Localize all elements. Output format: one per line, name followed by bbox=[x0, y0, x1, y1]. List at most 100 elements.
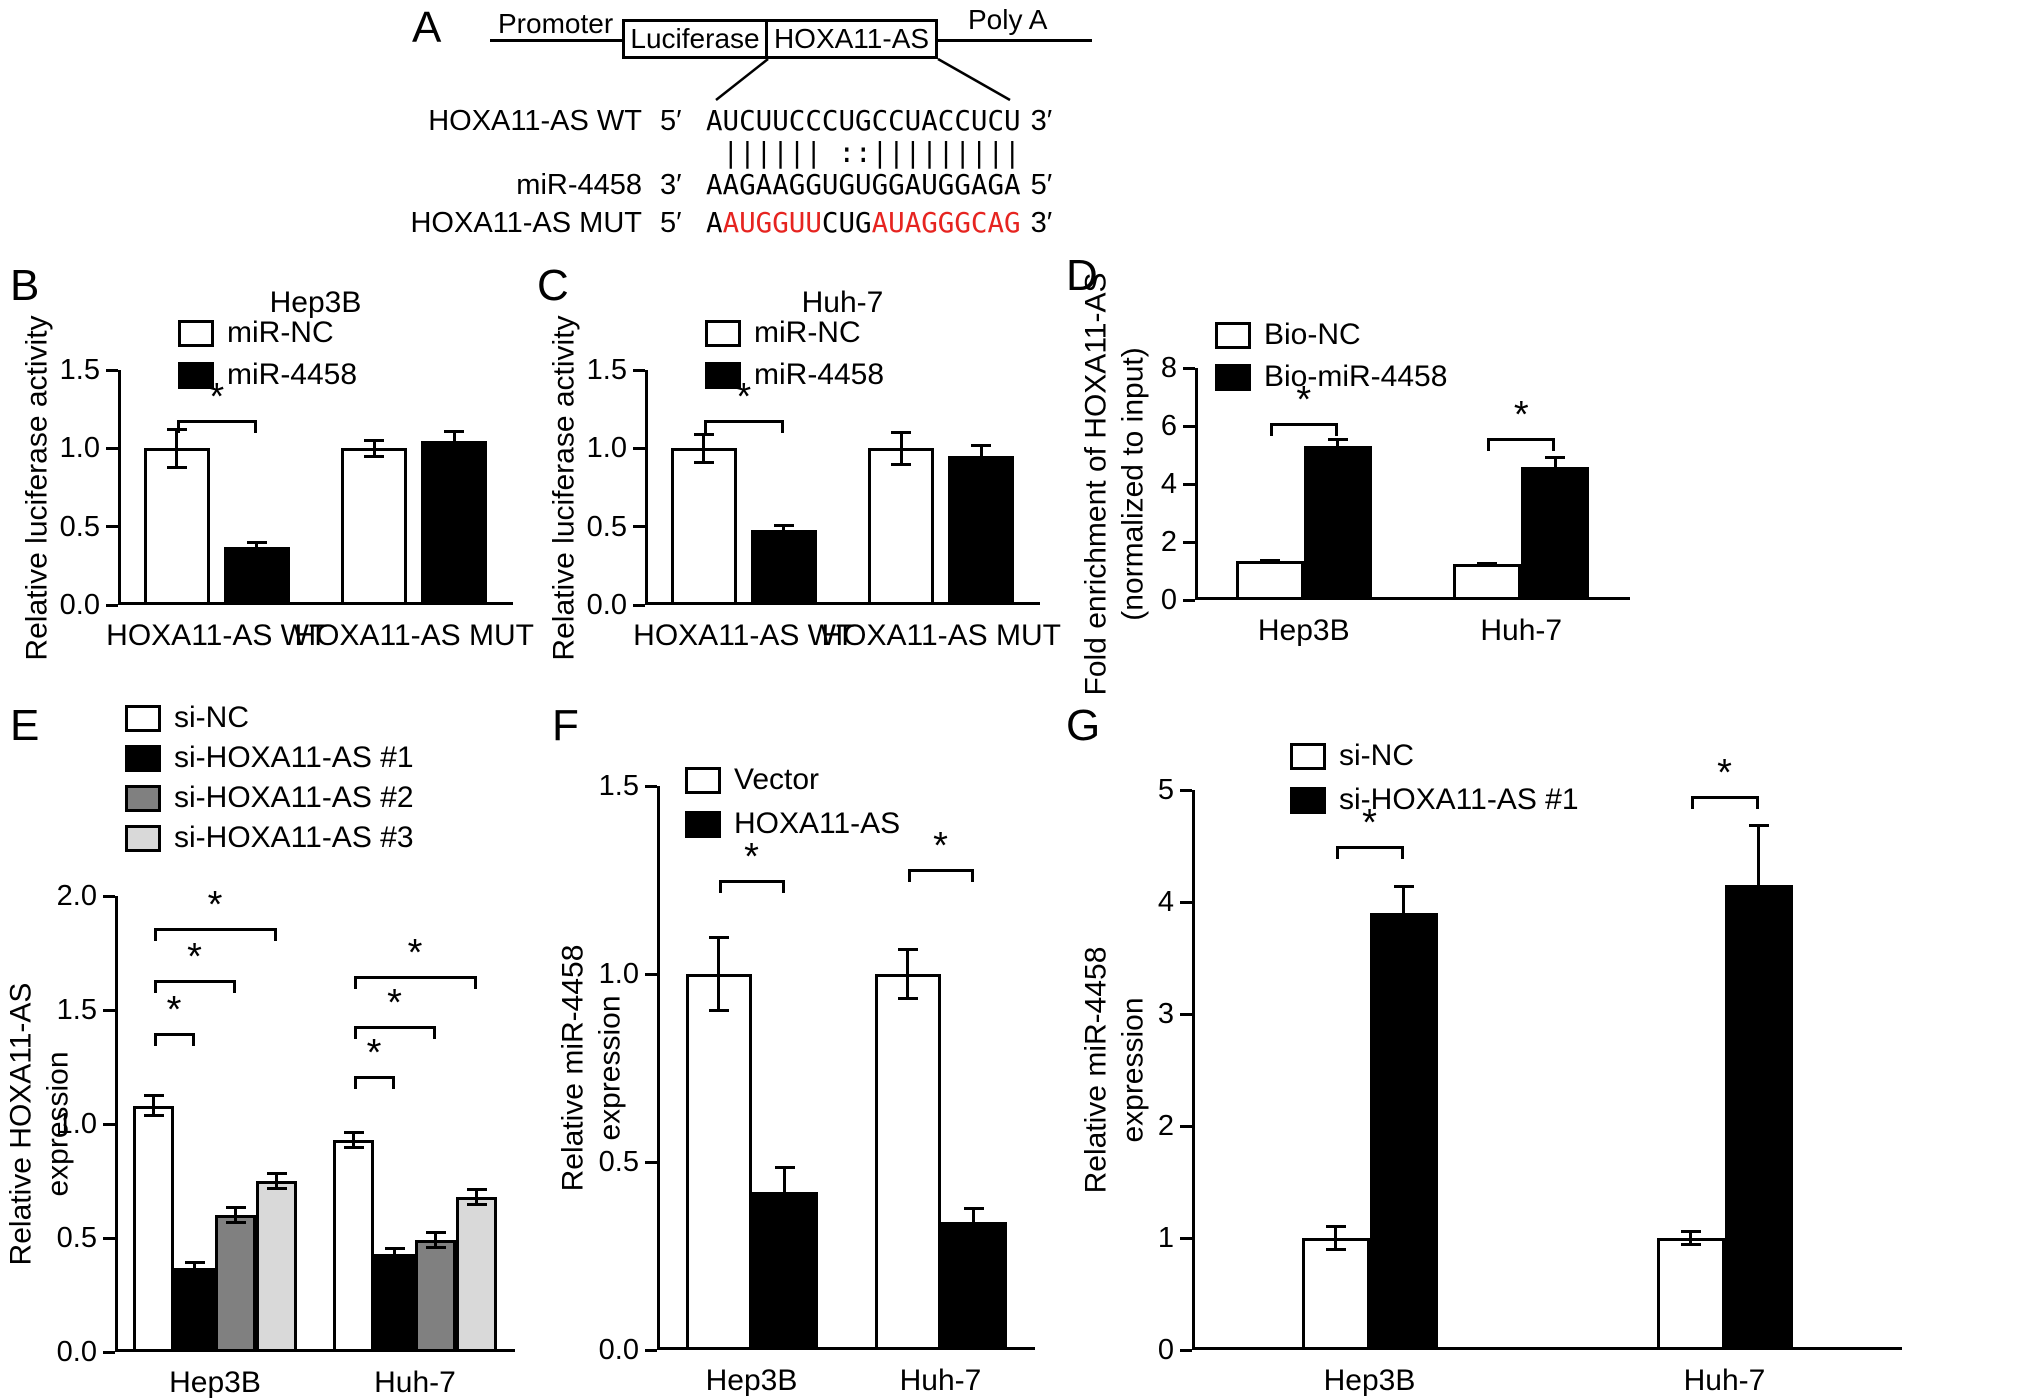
sig-bracket-line bbox=[153, 980, 236, 984]
alignment-row-mut: HOXA11-AS MUT 5′ AAUGGUUCUGAUAGGGCAG 3′ bbox=[380, 206, 1052, 240]
error-bar-cap bbox=[184, 1260, 205, 1264]
panel-g-mir-expression-chart: G si-NC si-HOXA11-AS #1 Relative miR-4458 … bbox=[1058, 692, 2018, 1400]
error-bar-cap bbox=[384, 1257, 405, 1261]
y-axis-line bbox=[118, 370, 121, 605]
panel-label-c: C bbox=[537, 261, 569, 310]
error-bar-cap bbox=[166, 465, 187, 469]
error-bar-cap bbox=[1748, 943, 1769, 947]
sig-bracket-tick bbox=[191, 1032, 195, 1046]
y-tick-label: 5 bbox=[1157, 774, 1174, 806]
mut-seg-normal: CUG bbox=[821, 207, 872, 239]
y-tick bbox=[633, 603, 645, 607]
x-category-label: HOXA11-AS MUT bbox=[294, 619, 535, 652]
legend-label: miR-4458 bbox=[227, 358, 358, 391]
sig-bracket-tick bbox=[232, 980, 236, 994]
mir-row-label: miR-4458 bbox=[516, 169, 642, 201]
legend-label: Bio-NC bbox=[1264, 318, 1361, 351]
y-tick bbox=[645, 972, 657, 976]
x-category-label: Hep3B bbox=[705, 1364, 798, 1397]
legend-item: si-HOXA11-AS #1 bbox=[125, 738, 414, 778]
x-category-label: HOXA11-AS WT bbox=[106, 619, 328, 652]
sig-bracket-tick bbox=[153, 927, 157, 941]
legend-swatch bbox=[1290, 786, 1326, 814]
sig-star: * bbox=[1513, 393, 1529, 436]
error-bar-cap bbox=[444, 448, 465, 452]
error-bar-line bbox=[906, 947, 909, 1001]
promoter-label: Promoter bbox=[498, 8, 614, 39]
bar bbox=[374, 1253, 415, 1352]
sig-star: * bbox=[933, 824, 948, 867]
legend-item: si-NC bbox=[1290, 734, 1579, 778]
sig-bracket-line bbox=[907, 868, 974, 872]
legend-swatch bbox=[178, 361, 214, 389]
legend-item: si-HOXA11-AS #1 bbox=[1290, 778, 1579, 822]
error-bar-line bbox=[275, 1171, 278, 1191]
sig-star: * bbox=[207, 883, 223, 926]
x-category-label: Hep3B bbox=[1257, 614, 1350, 647]
error-bar-line bbox=[393, 1247, 396, 1261]
panel-d-pulldown-chart: D Bio-NC Bio-miR-4458 Fold enrichment of H… bbox=[1058, 252, 1658, 695]
error-bar-line bbox=[782, 523, 786, 537]
bar bbox=[868, 448, 935, 605]
legend-swatch bbox=[125, 824, 161, 852]
y-axis-label: Relative miR-4458 expression bbox=[1079, 946, 1149, 1194]
sig-bracket-tick bbox=[253, 420, 257, 434]
y-tick-label: 0.5 bbox=[56, 1222, 97, 1254]
error-bar-cap bbox=[343, 1146, 364, 1150]
legend: Bio-NC Bio-miR-4458 bbox=[1215, 314, 1447, 398]
error-bar-line bbox=[152, 1094, 155, 1118]
y-tick bbox=[1180, 900, 1192, 904]
error-bar-line bbox=[234, 1206, 237, 1225]
y-tick-label: 1.5 bbox=[56, 994, 97, 1026]
y-tick-label: 1.5 bbox=[586, 354, 627, 386]
sig-bracket-line bbox=[176, 420, 257, 424]
legend-swatch bbox=[685, 810, 721, 838]
x-category-label: Huh-7 bbox=[1480, 614, 1563, 647]
error-bar-cap bbox=[891, 462, 912, 466]
legend-swatch bbox=[685, 766, 721, 794]
y-tick bbox=[106, 446, 118, 450]
y-axis-line bbox=[645, 370, 648, 605]
sig-star: * bbox=[187, 936, 202, 979]
error-bar-line bbox=[1336, 437, 1340, 455]
error-bar-cap bbox=[184, 1271, 205, 1275]
sig-bracket-tick bbox=[353, 1025, 357, 1039]
error-bar-line bbox=[783, 1165, 786, 1219]
error-bar-line bbox=[475, 1187, 478, 1207]
bar bbox=[948, 456, 1015, 605]
sig-bracket-tick bbox=[473, 975, 477, 989]
bar bbox=[1453, 563, 1522, 600]
wt-row-label: HOXA11-AS WT bbox=[428, 105, 642, 137]
sig-bracket-tick bbox=[1269, 423, 1273, 437]
bar bbox=[415, 1240, 456, 1352]
legend-item: si-NC bbox=[125, 698, 414, 738]
y-tick bbox=[1180, 1236, 1192, 1240]
error-bar-line bbox=[1553, 456, 1557, 477]
error-bar-cap bbox=[444, 429, 465, 433]
y-tick-label: 0.0 bbox=[598, 1334, 639, 1366]
bar bbox=[1369, 913, 1438, 1350]
error-bar-line bbox=[899, 431, 903, 466]
y-tick-label: 1.0 bbox=[586, 432, 627, 465]
error-bar-cap bbox=[971, 443, 992, 447]
sig-star: * bbox=[387, 981, 402, 1024]
sig-bracket-tick bbox=[780, 420, 784, 434]
x-category-label: Hep3B bbox=[1323, 1364, 1416, 1397]
legend-label: miR-NC bbox=[227, 316, 334, 349]
error-bar-cap bbox=[693, 432, 714, 436]
sig-star: * bbox=[1717, 751, 1732, 794]
error-bar-cap bbox=[971, 465, 992, 469]
x-axis-line bbox=[1192, 1347, 1902, 1350]
sig-bracket-line bbox=[1269, 423, 1338, 427]
error-bar-cap bbox=[384, 1247, 405, 1251]
bar bbox=[751, 1192, 818, 1350]
legend: miR-NC miR-4458 bbox=[178, 312, 357, 396]
legend-label: miR-4458 bbox=[754, 358, 885, 391]
y-tick bbox=[103, 1350, 115, 1354]
hoxa11as-box: HOXA11-AS bbox=[765, 19, 938, 59]
y-tick-label: 4 bbox=[1160, 468, 1177, 500]
error-bar-cap bbox=[1545, 473, 1566, 477]
y-tick bbox=[103, 1236, 115, 1240]
y-tick bbox=[645, 784, 657, 788]
y-tick bbox=[103, 1008, 115, 1012]
